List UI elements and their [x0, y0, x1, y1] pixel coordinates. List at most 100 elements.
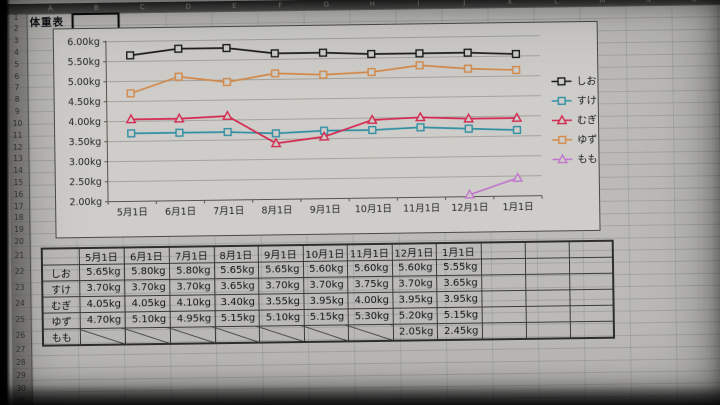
- data-point-marker[interactable]: [222, 43, 231, 53]
- empty-cell[interactable]: [481, 322, 527, 340]
- row-number-28[interactable]: 28: [15, 357, 26, 367]
- row-number-17[interactable]: 17: [13, 201, 24, 211]
- data-point-marker[interactable]: [223, 127, 232, 137]
- weight-value-cell[interactable]: 3.95kg: [436, 291, 482, 308]
- row-number-26[interactable]: 26: [15, 330, 26, 341]
- weight-value-cell[interactable]: 5.80kg: [168, 262, 215, 280]
- column-header-i[interactable]: I: [417, 0, 420, 8]
- column-header-f[interactable]: F: [278, 1, 283, 10]
- weight-value-cell[interactable]: 3.70kg: [124, 279, 170, 297]
- row-number-18[interactable]: 18: [13, 213, 24, 223]
- weight-value-cell[interactable]: 5.15kg: [436, 307, 482, 324]
- data-point-marker[interactable]: [175, 128, 184, 137]
- row-number-30[interactable]: 30: [16, 383, 26, 393]
- empty-cell[interactable]: [568, 257, 614, 274]
- data-point-marker[interactable]: [368, 125, 377, 135]
- column-header-a[interactable]: A: [47, 4, 53, 13]
- weight-value-cell[interactable]: 5.60kg: [346, 260, 393, 277]
- data-point-marker[interactable]: [127, 129, 136, 138]
- empty-cell[interactable]: [569, 289, 614, 306]
- row-number-21[interactable]: 21: [14, 250, 25, 261]
- weight-value-cell[interactable]: 4.70kg: [79, 311, 125, 329]
- weight-value-cell[interactable]: 4.10kg: [169, 294, 215, 312]
- date-header-cell[interactable]: 9月1日: [257, 245, 303, 263]
- row-number-7[interactable]: 7: [14, 83, 20, 93]
- empty-cell[interactable]: [480, 241, 525, 260]
- row-number-20[interactable]: 20: [14, 236, 24, 247]
- weight-value-cell[interactable]: 4.05kg: [124, 295, 170, 312]
- row-number-2[interactable]: 2: [13, 24, 19, 34]
- row-number-14[interactable]: 14: [13, 166, 23, 176]
- row-number-22[interactable]: 22: [14, 266, 25, 277]
- no-data-cell[interactable]: [169, 326, 216, 344]
- row-number-25[interactable]: 25: [15, 314, 26, 325]
- row-number-13[interactable]: 13: [13, 154, 23, 164]
- row-number-16[interactable]: 16: [13, 189, 24, 199]
- weight-value-cell[interactable]: 3.70kg: [169, 278, 215, 296]
- column-header-o[interactable]: O: [671, 0, 717, 4]
- weight-value-cell[interactable]: 3.65kg: [436, 275, 482, 292]
- data-point-marker[interactable]: [415, 49, 424, 58]
- row-number-5[interactable]: 5: [14, 59, 20, 69]
- row-label-cell[interactable]: むぎ: [42, 296, 80, 314]
- weight-value-cell[interactable]: 5.65kg: [213, 262, 259, 279]
- column-header-g[interactable]: G: [323, 0, 330, 9]
- column-header-d[interactable]: D: [185, 2, 192, 11]
- data-point-marker[interactable]: [126, 89, 135, 98]
- row-number-8[interactable]: 8: [14, 95, 20, 105]
- empty-cell[interactable]: [525, 305, 570, 323]
- weight-value-cell[interactable]: 2.05kg: [392, 323, 438, 341]
- row-number-23[interactable]: 23: [14, 282, 25, 293]
- data-point-marker[interactable]: [415, 61, 424, 70]
- column-header-j[interactable]: J: [463, 0, 466, 7]
- weight-value-cell[interactable]: 5.60kg: [391, 259, 437, 277]
- corner-cell[interactable]: [41, 248, 79, 266]
- weight-value-cell[interactable]: 3.75kg: [347, 276, 393, 293]
- empty-cell[interactable]: [525, 289, 570, 307]
- weight-value-cell[interactable]: 5.30kg: [347, 308, 393, 325]
- empty-cell[interactable]: [481, 306, 526, 324]
- data-point-marker[interactable]: [463, 64, 473, 73]
- date-header-cell[interactable]: 8月1日: [213, 245, 258, 263]
- empty-cell[interactable]: [481, 290, 526, 308]
- weight-value-cell[interactable]: 3.55kg: [258, 293, 304, 311]
- data-point-marker[interactable]: [318, 48, 328, 57]
- row-label-cell[interactable]: もも: [42, 328, 81, 346]
- column-header-k[interactable]: K: [507, 0, 513, 7]
- row-number-29[interactable]: 29: [16, 370, 26, 380]
- weight-value-cell[interactable]: 5.60kg: [302, 260, 348, 278]
- column-header-n[interactable]: N: [645, 0, 651, 5]
- no-data-cell[interactable]: [124, 327, 171, 345]
- weight-value-cell[interactable]: 3.70kg: [392, 275, 437, 293]
- date-header-cell[interactable]: 5月1日: [78, 247, 124, 265]
- weight-value-cell[interactable]: 4.95kg: [169, 310, 215, 328]
- weight-value-cell[interactable]: 5.10kg: [258, 309, 304, 327]
- column-header-e[interactable]: E: [232, 1, 237, 10]
- date-header-cell[interactable]: 1月1日: [435, 242, 481, 260]
- data-point-marker[interactable]: [367, 49, 376, 59]
- column-header-h[interactable]: H: [369, 0, 376, 9]
- weight-chart-object[interactable]: 6.00kg 5.50kg 5.00kg 4.50kg 4.00kg 3.50kg 3.00…: [52, 20, 601, 243]
- column-header-l[interactable]: L: [554, 0, 559, 6]
- no-data-cell[interactable]: [79, 327, 126, 346]
- empty-cell[interactable]: [525, 273, 570, 291]
- weight-value-cell[interactable]: 5.20kg: [392, 307, 437, 325]
- date-header-cell[interactable]: 10月1日: [302, 244, 347, 262]
- empty-cell[interactable]: [569, 305, 614, 322]
- row-number-6[interactable]: 6: [14, 71, 20, 81]
- weight-value-cell[interactable]: 5.10kg: [124, 311, 170, 328]
- empty-cell[interactable]: [525, 321, 571, 339]
- row-number-10[interactable]: 10: [12, 118, 23, 128]
- empty-cell[interactable]: [568, 240, 613, 258]
- empty-cell[interactable]: [480, 258, 526, 276]
- weight-value-cell[interactable]: 3.95kg: [303, 292, 348, 310]
- row-number-1[interactable]: 1: [13, 12, 19, 22]
- row-number-12[interactable]: 12: [12, 142, 23, 152]
- data-point-marker[interactable]: [367, 67, 376, 77]
- row-label-cell[interactable]: ゆず: [42, 312, 80, 330]
- row-number-4[interactable]: 4: [14, 47, 19, 57]
- weight-value-cell[interactable]: 3.70kg: [303, 276, 348, 294]
- weight-value-cell[interactable]: 5.15kg: [214, 310, 259, 327]
- column-header-c[interactable]: C: [139, 3, 145, 12]
- data-point-marker[interactable]: [463, 48, 472, 57]
